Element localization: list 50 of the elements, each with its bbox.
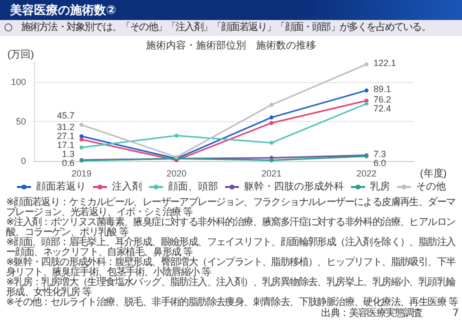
point xyxy=(80,138,84,142)
point xyxy=(270,120,274,125)
chart-title: 施術内容・施術部位別 施術数の推移 xyxy=(146,40,316,52)
data-label: 1.3 xyxy=(62,149,74,159)
y-axis-title: (万回) xyxy=(7,50,34,60)
point xyxy=(364,62,368,66)
y-tick-label: 0 xyxy=(20,156,26,166)
data-label: 122.1 xyxy=(374,58,396,68)
data-label: 31.2 xyxy=(56,122,74,132)
legend-label: 顔面、頭部 xyxy=(168,180,218,192)
legend-label: 躯幹・四肢の形成外科 xyxy=(244,180,344,192)
legend-label: その他 xyxy=(416,180,446,192)
point xyxy=(270,140,274,145)
source-note: 出典：美容医療実態調査 xyxy=(321,308,422,319)
data-label: 7.3 xyxy=(374,149,386,159)
legend-label: 乳房 xyxy=(370,180,390,192)
data-label: 89.1 xyxy=(374,84,392,94)
text: ※顔面若返り：ケミカルピール、レーザーアブレージョン、フラクショナルレーザーによる皮膚再生、ダーマブレージョン、光若返り、イボ・シミ治療 等 xyxy=(6,197,456,218)
data-label: 72.4 xyxy=(374,103,392,114)
text: 7 xyxy=(452,308,458,319)
data-label: 45.7 xyxy=(56,110,74,121)
text: ※注入剤：ボツリヌス菌毒素、腋臭症に対する非外科的治療、腋窩多汗症に対する非外科的治療、ヒアルロン酸、コラーゲン、ポリ乳酸 等 xyxy=(6,217,456,238)
y-tick-label: 100 xyxy=(10,76,26,87)
data-label: 6.0 xyxy=(374,158,386,168)
text: ※乳房：乳房増大（生理食塩水バッグ、脂肪注入、注入剤）、乳房異物除去、乳房挙上、乳房縮小、乳頭乳輪形成、女性化乳房 等 xyxy=(6,277,456,298)
legend-label: 顔面若返り xyxy=(36,180,86,192)
x-axis-title: (年度) xyxy=(420,168,447,180)
point xyxy=(270,158,274,162)
text: ※躯幹・四肢の形成外科：腹壁形成、臀部増大（インプラント、脂肪移植）、ヒップリフト、脂肪吸引、下半身リフト、腋臭症手術、包茎手術、小陰唇縮小 等 xyxy=(6,257,456,278)
point xyxy=(270,115,274,120)
x-tick-label: 2021 xyxy=(261,168,282,178)
data-label: 27.1 xyxy=(56,131,74,141)
data-label: 0.6 xyxy=(62,158,74,168)
point xyxy=(364,102,368,106)
point xyxy=(364,88,368,92)
x-tick-label: 2019 xyxy=(71,168,92,178)
y-tick-label: 50 xyxy=(16,116,26,126)
legend-label: 注入剤 xyxy=(112,180,142,192)
data-label: 76.2 xyxy=(374,94,392,104)
data-label: 17.1 xyxy=(56,140,74,150)
point xyxy=(270,102,274,107)
point xyxy=(80,122,84,127)
chart-subtitle: 美容医療の施術数② xyxy=(0,0,462,20)
text: ※顔面、頭部：眉毛挙上、耳介形成、眼瞼形成、フェイスリフト、顔面輪郭形成（注入剤を除く）、脂肪注入ー顔面、ネックリフト、自家植毛、鼻形成 等 xyxy=(6,237,456,258)
point xyxy=(174,134,178,138)
x-tick-label: 2022 xyxy=(356,168,377,178)
text: ○ 施術方法・対象別では、「その他」「注入剤」「顔面若返り」「顔面・頭部」が多くを占めている。 xyxy=(0,20,462,36)
x-tick-label: 2020 xyxy=(166,168,187,178)
point xyxy=(80,145,84,150)
text: ※その他：セルライト治療、脱毛、非手術的脂肪除去痩身、刺青除去、下肢静脈治療、硬化療法、再生医療 等 xyxy=(6,297,458,308)
